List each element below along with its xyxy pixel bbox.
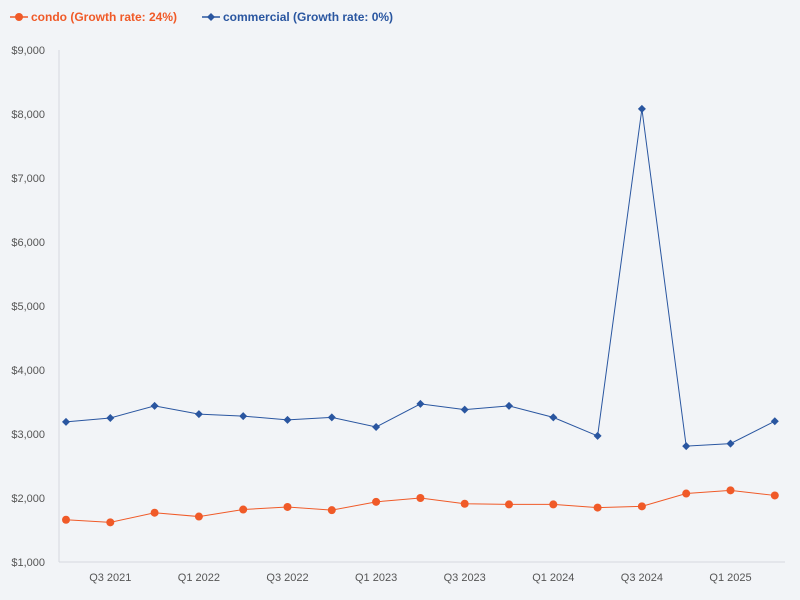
data-point-commercial[interactable] [62, 417, 70, 426]
data-point-commercial[interactable] [194, 410, 203, 419]
legend-label-commercial: commercial (Growth rate: 0%) [223, 10, 393, 24]
data-point-commercial[interactable] [505, 401, 513, 410]
data-point-commercial[interactable] [283, 415, 292, 424]
y-tick-label: $9,000 [11, 45, 45, 57]
y-tick-label: $6,000 [11, 237, 45, 249]
y-tick-label: $5,000 [11, 301, 45, 313]
data-point-condo[interactable] [150, 508, 159, 517]
data-point-commercial[interactable] [416, 399, 425, 408]
data-point-condo[interactable] [194, 512, 203, 521]
y-tick-label: $2,000 [11, 493, 45, 505]
x-tick-label: Q1 2023 [355, 572, 397, 584]
data-point-commercial[interactable] [593, 431, 602, 440]
data-point-condo[interactable] [460, 499, 469, 508]
legend-item-condo[interactable]: condo (Growth rate: 24%) [10, 10, 177, 24]
data-point-condo[interactable] [62, 515, 70, 524]
y-tick-label: $8,000 [11, 109, 45, 121]
data-point-condo[interactable] [637, 502, 646, 511]
legend-label-condo: condo (Growth rate: 24%) [31, 10, 177, 24]
data-point-condo[interactable] [416, 494, 425, 502]
data-point-condo[interactable] [327, 506, 336, 515]
legend-item-commercial[interactable]: commercial (Growth rate: 0%) [202, 10, 393, 24]
series-line-commercial [65, 108, 776, 447]
data-point-commercial[interactable] [726, 439, 735, 448]
data-point-condo[interactable] [726, 486, 735, 495]
axes: $1,000 $2,000 $3,000 $4,000 $5,000 $6,000 $7,0… [11, 45, 785, 584]
data-point-commercial[interactable] [770, 417, 779, 426]
data-point-condo[interactable] [549, 500, 558, 509]
legend-marker-commercial [207, 13, 215, 21]
legend: condo (Growth rate: 24%) commercial (Gro… [10, 10, 393, 24]
data-point-condo[interactable] [106, 518, 115, 527]
data-point-condo[interactable] [593, 503, 602, 512]
y-tick-label: $1,000 [11, 557, 45, 569]
data-point-commercial[interactable] [549, 413, 558, 422]
data-point-condo[interactable] [505, 500, 513, 509]
x-tick-label: Q3 2024 [621, 572, 663, 584]
legend-marker-condo [15, 13, 23, 21]
x-tick-label: Q3 2021 [89, 572, 131, 584]
data-point-condo[interactable] [682, 489, 691, 498]
y-tick-label: $7,000 [11, 173, 45, 185]
data-point-commercial[interactable] [460, 405, 469, 414]
data-point-commercial[interactable] [239, 412, 248, 421]
data-point-commercial[interactable] [327, 413, 336, 422]
x-tick-label: Q1 2024 [532, 572, 574, 584]
x-tick-label: Q1 2025 [709, 572, 751, 584]
plot-area [62, 104, 779, 527]
y-tick-label: $3,000 [11, 429, 45, 441]
y-tick-label: $4,000 [11, 365, 45, 377]
data-point-condo[interactable] [239, 505, 248, 514]
x-tick-label: Q3 2022 [266, 572, 308, 584]
data-point-commercial[interactable] [637, 104, 646, 113]
data-point-commercial[interactable] [106, 414, 115, 422]
data-point-commercial[interactable] [682, 442, 691, 451]
x-tick-label: Q3 2023 [444, 572, 486, 584]
x-tick-label: Q1 2022 [178, 572, 220, 584]
data-point-commercial[interactable] [372, 422, 381, 431]
data-point-commercial[interactable] [150, 401, 159, 410]
data-point-condo[interactable] [372, 497, 381, 506]
data-point-condo[interactable] [770, 491, 779, 500]
data-point-condo[interactable] [283, 502, 292, 511]
